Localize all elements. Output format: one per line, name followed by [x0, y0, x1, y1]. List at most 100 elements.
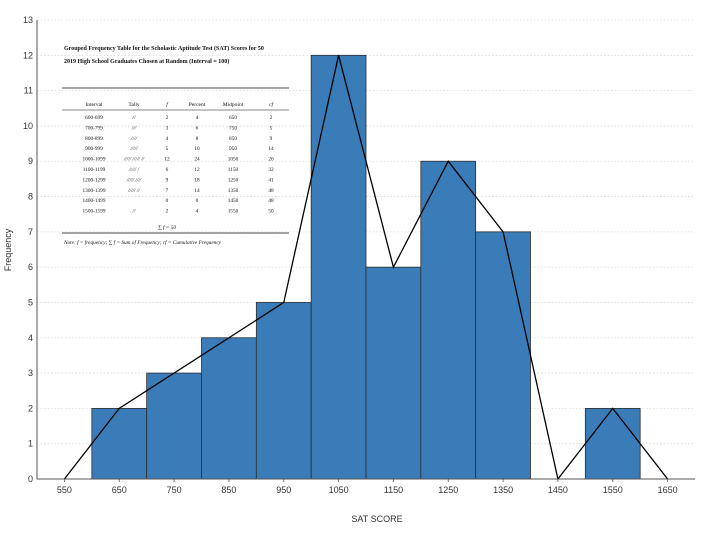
- histogram-bar: [475, 231, 531, 480]
- y-tick-label: 6: [28, 262, 33, 272]
- table-cell: 48: [268, 198, 274, 204]
- table-cell: 800-899: [85, 136, 103, 142]
- frequency-table: Grouped Frequency Table for the Scholast…: [62, 45, 289, 246]
- table-header-cell: Tally: [128, 102, 139, 108]
- table-title-line1: Grouped Frequency Table for the Scholast…: [64, 45, 264, 52]
- table-cell: 12: [194, 167, 200, 173]
- x-tick-label: 950: [276, 485, 291, 495]
- y-tick-label: 13: [23, 15, 33, 25]
- table-cell: 9: [166, 177, 169, 183]
- table-cell: 1300-1399: [83, 188, 106, 194]
- table-cell: ////: [130, 136, 137, 142]
- table-note: Note: f = frequency; ∑ f = Sum of Freque…: [63, 239, 222, 246]
- table-cell: 41: [268, 177, 274, 183]
- table-cell: 900-999: [85, 146, 103, 152]
- table-cell: //: [132, 209, 136, 215]
- table-cell: 750: [229, 125, 237, 131]
- y-tick-label: 7: [28, 227, 33, 237]
- histogram-bar: [420, 160, 477, 480]
- x-tick-label: 1050: [329, 485, 349, 495]
- table-cell: ///// //: [127, 188, 140, 194]
- x-tick-label: 1250: [438, 485, 458, 495]
- table-cell: 5: [166, 146, 169, 152]
- table-cell: 2: [166, 115, 169, 121]
- y-tick-label: 12: [23, 50, 33, 60]
- table-header-cell: f: [166, 101, 169, 108]
- table-cell: ///: [131, 125, 137, 131]
- table-cell: 1200-1299: [83, 177, 106, 183]
- histogram-bar: [584, 407, 641, 480]
- table-cell: 850: [229, 136, 237, 142]
- x-tick-label: 1350: [493, 485, 513, 495]
- table-cell: 4: [196, 115, 199, 121]
- table-header-cell: Midpoint: [223, 102, 244, 108]
- table-title-line2: 2019 High School Graduates Chosen at Ran…: [64, 58, 229, 65]
- table-cell: 26: [268, 157, 274, 163]
- table-cell: ///// /: [128, 167, 140, 173]
- x-tick-label: 1150: [384, 485, 403, 495]
- x-tick-label: 750: [167, 485, 182, 495]
- frequency-polygon-line: [63, 55, 669, 481]
- table-cell: 5: [270, 125, 273, 131]
- table-cell: 600-699: [85, 115, 103, 121]
- y-tick-label: 3: [28, 368, 33, 378]
- x-tick-label: 850: [221, 485, 236, 495]
- table-cell: 2: [166, 209, 169, 215]
- table-cell: 24: [194, 157, 200, 163]
- table-cell: 650: [229, 115, 237, 121]
- y-tick-label: 4: [28, 333, 33, 343]
- histogram-bar: [91, 407, 148, 480]
- table-cell: 1250: [228, 177, 239, 183]
- table-cell: 2: [270, 115, 273, 121]
- table-cell: 1150: [228, 167, 239, 173]
- y-tick-label: 2: [28, 403, 33, 413]
- table-cell: 1400-1499: [83, 198, 106, 204]
- histogram-bar: [146, 372, 202, 480]
- table-cell: 14: [268, 146, 274, 152]
- table-header-cell: cf: [269, 101, 274, 108]
- table-cell: 32: [268, 167, 274, 173]
- y-tick-label: 1: [28, 439, 33, 449]
- table-cell: 7: [166, 188, 169, 194]
- x-tick-label: 550: [57, 485, 72, 495]
- x-tick-label: 650: [112, 485, 127, 495]
- table-header-cell: Interval: [85, 102, 103, 108]
- table-cell: 10: [194, 146, 200, 152]
- table-cell: 0: [166, 198, 169, 204]
- table-cell: 3: [166, 125, 169, 131]
- table-cell: 48: [268, 188, 274, 194]
- x-tick-label: 1550: [603, 485, 623, 495]
- table-cell: ///// ////: [126, 177, 142, 183]
- histogram-bar: [310, 54, 367, 480]
- histogram-bar: [255, 302, 312, 480]
- table-cell: 6: [166, 167, 169, 173]
- frequency-polygon-layer: [63, 55, 669, 481]
- y-tick-label: 5: [28, 297, 33, 307]
- x-tick-label: 1450: [548, 485, 568, 495]
- table-header-cell: Percent: [189, 102, 206, 108]
- table-cell: 1550: [228, 209, 239, 215]
- table-cell: //: [132, 115, 136, 121]
- table-cell: 14: [194, 188, 200, 194]
- table-cell: 1050: [228, 157, 239, 163]
- table-cell: 6: [196, 125, 199, 131]
- table-cell: 8: [196, 136, 199, 142]
- x-tick-label: 1650: [658, 485, 678, 495]
- table-cell: ///// ///// //: [123, 157, 145, 163]
- table-cell: 9: [270, 136, 273, 142]
- x-axis-title: SAT SCORE: [351, 514, 402, 524]
- table-cell: 950: [229, 146, 237, 152]
- table-cell: 4: [196, 209, 199, 215]
- y-tick-label: 8: [28, 192, 33, 202]
- histogram-bar: [365, 266, 422, 480]
- table-cell: 1350: [228, 188, 239, 194]
- histogram-bar: [201, 337, 257, 480]
- y-tick-label: 9: [28, 156, 33, 166]
- table-cell: 4: [166, 136, 169, 142]
- y-tick-label: 11: [24, 86, 33, 96]
- table-cell: 700-799: [85, 125, 103, 131]
- table-cell: 18: [194, 177, 200, 183]
- table-cell: 12: [164, 157, 170, 163]
